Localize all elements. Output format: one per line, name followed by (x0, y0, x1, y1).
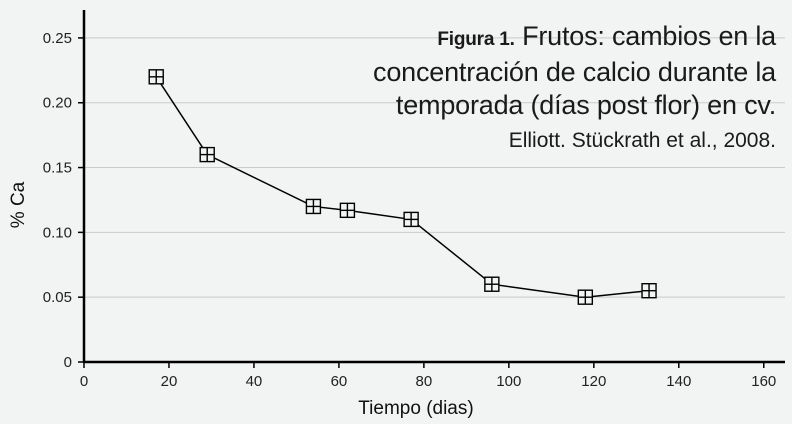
y-tick-label: 0.10 (43, 224, 72, 241)
x-tick-label: 40 (246, 373, 263, 390)
x-axis-title: Tiempo (dias) (358, 398, 473, 419)
y-tick-label: 0.05 (43, 289, 72, 306)
x-tick-label: 60 (331, 373, 348, 390)
data-point (339, 202, 356, 219)
chart-title-text: Frutos: cambios en la concentración de c… (373, 21, 776, 120)
x-tick-label: 160 (751, 373, 776, 390)
data-point (577, 289, 594, 305)
x-tick-label: 0 (80, 373, 88, 390)
x-tick-label: 20 (161, 373, 178, 390)
y-tick-label: 0.20 (43, 95, 72, 112)
x-axis-ticks: 0 20 40 60 80 100 120 140 160 (80, 362, 776, 390)
y-tick-label: 0.15 (43, 160, 72, 177)
figure-caption: Figura 1. Frutos: cambios en la concentr… (296, 20, 776, 156)
grid-lines (84, 37, 785, 298)
data-point (641, 283, 657, 299)
x-tick-label: 120 (581, 373, 606, 390)
axes (82, 10, 785, 364)
data-point (403, 211, 419, 228)
data-point (305, 198, 322, 215)
x-tick-label: 80 (416, 373, 433, 390)
data-point (199, 146, 215, 163)
chart-title: Figura 1. Frutos: cambios en la concentr… (296, 20, 776, 122)
x-tick-label: 140 (666, 373, 691, 390)
data-point (148, 69, 164, 85)
chart-subtitle: Elliott. Stückrath et al., 2008. (508, 129, 776, 152)
y-tick-label: 0 (64, 354, 72, 371)
x-tick-label: 100 (496, 373, 521, 390)
data-point (484, 276, 500, 292)
y-tick-label: 0.25 (43, 30, 72, 47)
y-axis-title: % Ca (8, 181, 29, 228)
series-line (155, 76, 650, 298)
figure-label: Figura 1. (437, 29, 515, 50)
series (148, 69, 657, 305)
y-axis-ticks: 0 0.05 0.10 0.15 0.20 0.25 (43, 30, 84, 371)
